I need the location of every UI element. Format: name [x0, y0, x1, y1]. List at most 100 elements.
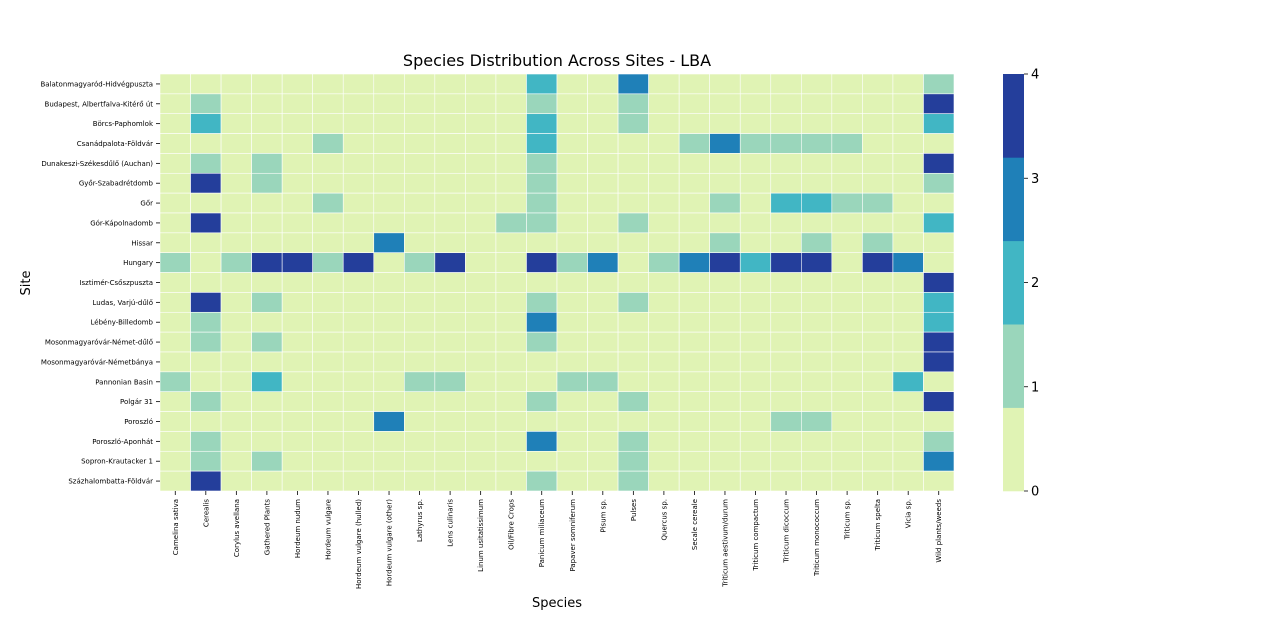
heatmap-cell — [709, 232, 741, 254]
heatmap-cell — [526, 272, 558, 293]
y-tick-label: Sopron-Krautacker 1 — [81, 458, 153, 466]
y-tick-label: Mosonmagyaróvár-Németbánya — [41, 358, 153, 366]
heatmap-cell — [342, 252, 375, 273]
heatmap-cell — [739, 232, 772, 254]
heatmap-cell — [495, 252, 527, 273]
heatmap-cell — [770, 411, 802, 432]
heatmap-cell — [678, 153, 710, 174]
x-tick-label: Hordeum nudum — [294, 499, 302, 558]
heatmap-cell — [159, 172, 191, 194]
heatmap-cell — [648, 311, 680, 333]
heatmap-cell — [801, 212, 833, 234]
heatmap-cell — [770, 133, 802, 154]
colorbar-tick-label: 0 — [1031, 485, 1039, 500]
heatmap-cell — [465, 93, 497, 115]
y-tick-label: Csanádpalota-Földvár — [77, 140, 153, 148]
heatmap-cell — [923, 470, 955, 492]
heatmap-cell — [739, 470, 772, 492]
heatmap-cell — [404, 431, 436, 452]
heatmap-cell — [587, 292, 619, 313]
heatmap-cell — [862, 371, 894, 393]
heatmap-cell — [342, 371, 375, 393]
heatmap-cell — [342, 153, 375, 174]
heatmap-cells — [159, 73, 955, 492]
heatmap-cell — [190, 391, 222, 412]
heatmap-cell — [556, 252, 588, 273]
heatmap-cell — [831, 450, 863, 472]
heatmap-cell — [770, 331, 802, 353]
heatmap-cell — [159, 431, 191, 452]
heatmap-cell — [312, 252, 344, 273]
y-tick-label: Lébény-Billedomb — [91, 319, 154, 327]
x-tick-label: Papaver somniferum — [569, 499, 577, 572]
heatmap-cell — [220, 192, 252, 214]
heatmap-cell — [373, 450, 405, 472]
heatmap-cell — [404, 252, 436, 273]
x-tick-label: Linum usitatissimum — [477, 499, 485, 572]
heatmap-cell — [678, 252, 710, 273]
heatmap-cell — [465, 470, 497, 492]
heatmap-cell — [312, 113, 344, 134]
heatmap-cell — [251, 113, 283, 134]
heatmap-cell — [159, 311, 191, 333]
heatmap-cell — [526, 371, 558, 393]
heatmap-cell — [159, 331, 191, 353]
heatmap-cell — [617, 311, 649, 333]
heatmap-cell — [342, 292, 375, 313]
heatmap-cell — [190, 212, 222, 234]
heatmap-cell — [617, 331, 649, 353]
heatmap-cell — [404, 371, 436, 393]
heatmap-cell — [709, 371, 741, 393]
heatmap-cell — [251, 371, 283, 393]
heatmap-cell — [892, 232, 924, 254]
heatmap-cell — [770, 311, 802, 333]
heatmap-cell — [495, 450, 527, 472]
y-axis-label: Site — [19, 271, 34, 296]
heatmap-cell — [312, 292, 344, 313]
heatmap-cell — [801, 311, 833, 333]
y-tick-labels: Balatonmagyaród-Hidvégpuszta Budapest, Al… — [40, 80, 160, 486]
colorbar-tick-label: 3 — [1031, 172, 1039, 187]
heatmap-cell — [617, 371, 649, 393]
heatmap-cell — [892, 292, 924, 313]
y-tick-label: Hungary — [123, 259, 153, 267]
colorbar-segment — [1003, 240, 1024, 325]
heatmap-cell — [617, 113, 649, 134]
heatmap-cell — [190, 371, 222, 393]
heatmap-cell — [281, 192, 313, 214]
heatmap-cell — [312, 331, 344, 353]
heatmap-cell — [770, 391, 802, 412]
heatmap-cell — [923, 232, 955, 254]
y-tick-label: Dunakeszi-Székesdűlő (Auchan) — [41, 159, 153, 168]
y-tick-label: Isztimér-Csőszpuszta — [79, 278, 153, 287]
x-tick-label: Cerealis — [202, 499, 210, 527]
heatmap-cell — [556, 331, 588, 353]
heatmap-cell — [526, 212, 558, 234]
heatmap-cell — [251, 232, 283, 254]
heatmap-cell — [495, 153, 527, 174]
heatmap-cell — [648, 73, 680, 95]
heatmap-cell — [190, 252, 222, 273]
colorbar-tick-label: 1 — [1031, 380, 1039, 395]
heatmap-cell — [373, 133, 405, 154]
heatmap-cell — [678, 411, 710, 432]
heatmap-cell — [281, 411, 313, 432]
heatmap-cell — [831, 113, 863, 134]
heatmap-cell — [770, 272, 802, 293]
heatmap-cell — [495, 470, 527, 492]
heatmap-cell — [220, 93, 252, 115]
heatmap-cell — [831, 391, 863, 412]
heatmap-cell — [342, 331, 375, 353]
heatmap-cell — [190, 331, 222, 353]
heatmap-cell — [190, 113, 222, 134]
heatmap-cell — [556, 351, 588, 373]
heatmap-cell — [281, 272, 313, 293]
heatmap-cell — [465, 172, 497, 194]
heatmap-cell — [678, 172, 710, 194]
heatmap-cell — [892, 113, 924, 134]
heatmap-cell — [801, 411, 833, 432]
heatmap-cell — [587, 331, 619, 353]
heatmap-cell — [739, 172, 772, 194]
heatmap-cell — [434, 431, 466, 452]
heatmap-cell — [251, 331, 283, 353]
